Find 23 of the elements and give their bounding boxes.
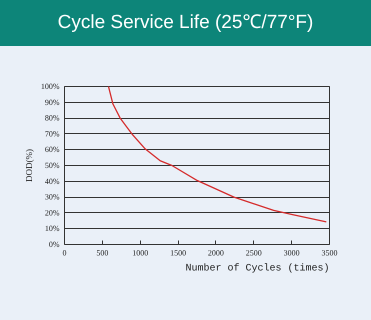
x-tick-label: 2000 xyxy=(208,248,224,258)
y-tick-label: 50% xyxy=(44,161,60,170)
y-tick-label: 60% xyxy=(44,145,60,154)
y-tick-label: 40% xyxy=(44,176,60,186)
y-tick-label: 30% xyxy=(44,192,60,202)
x-axis-title: Number of Cycles (times) xyxy=(185,262,330,274)
x-tick-label: 1500 xyxy=(170,248,186,258)
x-tick-label: 0 xyxy=(62,248,66,258)
line-series xyxy=(108,86,327,223)
y-tick-label: 90% xyxy=(44,98,60,107)
x-tick-label: 500 xyxy=(96,248,108,258)
y-tick-label: 0% xyxy=(48,240,60,249)
y-axis-title: DOD(%) xyxy=(24,148,34,182)
y-tick-label: 20% xyxy=(44,208,60,218)
y-tick-label: 100% xyxy=(40,82,60,91)
x-tick-label: 3000 xyxy=(284,248,300,258)
y-tick-label: 80% xyxy=(44,114,60,123)
x-tick-label: 2500 xyxy=(246,248,262,258)
y-tick-label: 70% xyxy=(44,129,60,138)
x-tick-label: 3500 xyxy=(322,248,338,258)
x-tick-label: 1000 xyxy=(132,248,148,258)
chart-title: Cycle Service Life (25℃/77°F) xyxy=(58,11,314,35)
y-tick-label: 10% xyxy=(44,224,60,234)
